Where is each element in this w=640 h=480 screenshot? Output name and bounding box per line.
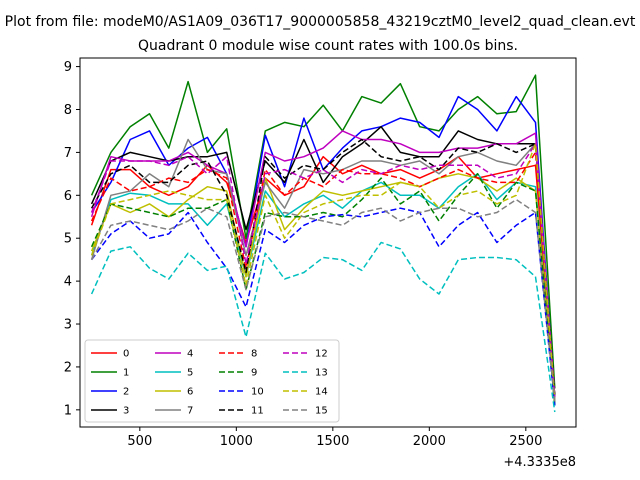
- legend-label-4: 4: [187, 349, 193, 360]
- legend-label-8: 8: [251, 349, 257, 360]
- legend-label-6: 6: [187, 387, 193, 398]
- y-tick-label: 5: [64, 232, 72, 247]
- x-tick-label: 500: [127, 434, 152, 449]
- legend-label-11: 11: [251, 406, 264, 417]
- y-tick-label: 7: [64, 146, 72, 161]
- series-line-14: [90, 143, 556, 402]
- x-tick-label: 2000: [413, 434, 446, 449]
- series-line-9: [90, 173, 556, 406]
- y-tick-label: 4: [64, 275, 72, 290]
- series-line-11: [90, 138, 556, 398]
- y-tick-label: 1: [64, 403, 72, 418]
- legend-label-14: 14: [315, 387, 328, 398]
- legend-label-0: 0: [123, 349, 129, 360]
- y-tick-label: 2: [64, 360, 72, 375]
- plot-frame: [79, 57, 577, 428]
- x-tick-label: 1500: [316, 434, 349, 449]
- legend-label-1: 1: [123, 368, 129, 379]
- y-axis: 1 2 3 4 5 6 7 8 9: [64, 60, 80, 418]
- x-axis: 500 1000 1500 2000 2500: [127, 427, 542, 449]
- series-line-12: [90, 143, 556, 398]
- series-layer: [90, 74, 556, 413]
- y-tick-label: 3: [64, 318, 72, 333]
- series-line-7: [90, 138, 556, 402]
- series-line-13: [90, 241, 556, 413]
- legend-box: [84, 339, 340, 423]
- legend-label-7: 7: [187, 406, 193, 417]
- series-line-1: [90, 74, 556, 389]
- y-tick-label: 9: [64, 60, 72, 75]
- x-tick-label: 2500: [509, 434, 542, 449]
- legend-label-9: 9: [251, 368, 257, 379]
- series-line-10: [90, 207, 556, 406]
- series-line-4: [90, 130, 556, 402]
- legend-label-12: 12: [315, 349, 328, 360]
- legend-label-13: 13: [315, 368, 328, 379]
- series-line-8: [90, 151, 556, 398]
- legend-label-5: 5: [187, 368, 193, 379]
- legend-label-10: 10: [251, 387, 264, 398]
- chart-title: Quadrant 0 module wise count rates with …: [138, 38, 518, 54]
- legend-label-15: 15: [315, 406, 328, 417]
- legend-label-3: 3: [123, 406, 129, 417]
- y-tick-label: 6: [64, 189, 72, 204]
- figure-suptitle: Plot from file: modeM0/AS1A09_036T17_900…: [5, 14, 636, 30]
- series-line-15: [90, 198, 556, 402]
- y-tick-label: 8: [64, 103, 72, 118]
- legend-label-2: 2: [123, 387, 129, 398]
- x-tick-label: 1000: [220, 434, 253, 449]
- x-offset-label: +4.3335e8: [503, 455, 576, 470]
